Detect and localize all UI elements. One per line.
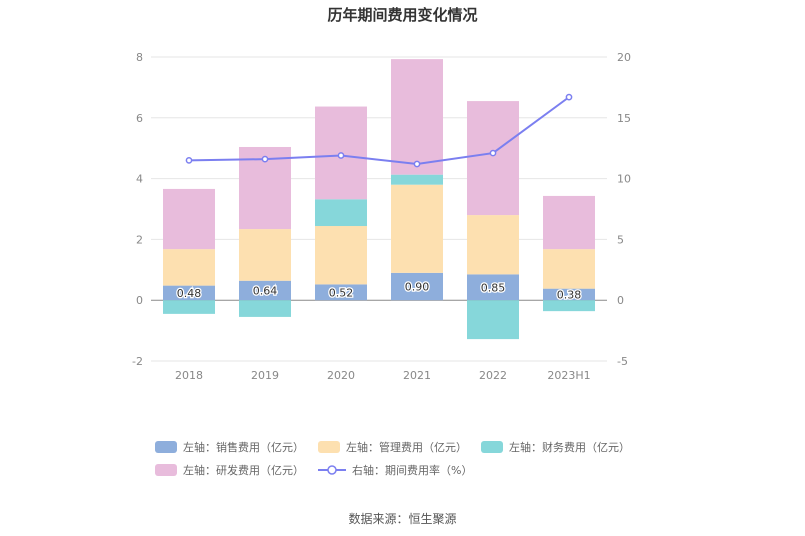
legend-swatch	[318, 441, 340, 453]
x-tick-label: 2022	[479, 369, 507, 382]
grid-lines	[151, 56, 607, 362]
left-tick-label: 4	[136, 173, 143, 186]
legend-label: 右轴：期间费用率（%）	[352, 464, 473, 477]
rate-point-2018	[185, 157, 193, 164]
bar-mgmt-2023H1	[543, 249, 595, 289]
bar-sales-2021	[391, 272, 443, 301]
x-tick-label: 2019	[251, 369, 279, 382]
bar-finance-2021	[391, 174, 443, 185]
bar-mgmt-2020	[315, 226, 367, 285]
legend-label: 左轴：财务费用（亿元）	[509, 441, 630, 454]
left-tick-label: 6	[136, 112, 143, 125]
left-tick-label: -2	[132, 355, 143, 368]
bar-mgmt-2018	[163, 249, 215, 286]
bar-sales-2023H1	[543, 288, 595, 301]
right-tick-label: 20	[617, 51, 631, 64]
bar-mgmt-2022	[467, 215, 519, 275]
source-note: 数据来源：恒生聚源	[348, 512, 457, 526]
rate-line-series	[185, 93, 573, 168]
legend-item-rate[interactable]: 右轴：期间费用率（%）	[318, 462, 472, 478]
legend-item-finance[interactable]: 左轴：财务费用（亿元）	[481, 439, 630, 455]
data-label-sales-2020: 0.52	[329, 286, 354, 299]
bar-mgmt-2019	[239, 229, 291, 281]
rate-point-2019	[261, 155, 269, 163]
x-tick-label: 2020	[327, 369, 355, 382]
left-tick-label: 0	[136, 294, 143, 307]
x-tick-label: 2023H1	[547, 369, 590, 382]
data-label-sales-2018: 0.48	[177, 287, 202, 300]
left-tick-label: 8	[136, 51, 143, 64]
right-tick-label: 15	[617, 112, 631, 125]
bar-sales-2018	[163, 285, 215, 301]
legend-item-mgmt[interactable]: 左轴：管理费用（亿元）	[318, 439, 467, 455]
legend-swatch	[155, 441, 177, 453]
bar-finance-2019	[239, 300, 291, 317]
data-labels: 0.48 0.64 0.52 0.90 0.85 0.38	[176, 279, 583, 302]
rate-line	[188, 96, 570, 166]
bar-rd-2022	[467, 101, 519, 216]
data-label-sales-2019: 0.64	[253, 284, 278, 297]
bar-finance-2022	[467, 300, 519, 340]
right-tick-label: 5	[617, 233, 624, 246]
bar-finance-2020	[315, 199, 367, 227]
rate-point-2023H1	[565, 93, 573, 101]
legend-swatch	[155, 464, 177, 476]
left-tick-label: 2	[136, 233, 143, 246]
legend-item-rd[interactable]: 左轴：研发费用（亿元）	[155, 462, 304, 478]
bar-mgmt-2021	[391, 184, 443, 273]
right-tick-label: 10	[617, 173, 631, 186]
rate-point-2020	[337, 152, 345, 159]
x-tick-label: 2018	[175, 369, 203, 382]
bar-rd-2018	[163, 188, 215, 250]
legend-label: 左轴：销售费用（亿元）	[183, 441, 304, 454]
bar-rd-2023H1	[543, 195, 595, 250]
legend-item-sales[interactable]: 左轴：销售费用（亿元）	[155, 439, 304, 455]
legend-swatch	[481, 441, 503, 453]
bar-finance-2023H1	[543, 300, 595, 312]
legend: 左轴：销售费用（亿元） 左轴：管理费用（亿元） 左轴：财务费用（亿元） 左轴：研发费用…	[155, 439, 675, 485]
legend-line-swatch	[318, 465, 346, 475]
right-axis-ticks: -5 0 5 10 15 20	[617, 51, 631, 368]
data-label-sales-2023H1: 0.38	[557, 288, 582, 301]
data-label-sales-2022: 0.85	[481, 281, 506, 294]
chart-title: 历年期间费用变化情况	[327, 6, 478, 24]
bar-finance-2018	[163, 300, 215, 314]
x-tick-label: 2021	[403, 369, 431, 382]
x-axis-labels: 2018 2019 2020 2021 2022 2023H1	[175, 369, 591, 382]
bar-sales-2020	[315, 284, 367, 301]
rate-point-2022	[489, 149, 497, 157]
legend-label: 左轴：管理费用（亿元）	[346, 441, 467, 454]
data-label-sales-2021: 0.90	[405, 281, 430, 294]
right-tick-label: 0	[617, 294, 624, 307]
bar-series	[163, 59, 595, 340]
bar-sales-2022	[467, 274, 519, 301]
left-axis-ticks: -2 0 2 4 6 8	[132, 51, 143, 368]
right-tick-label: -5	[617, 355, 628, 368]
rate-point-2021	[413, 160, 421, 168]
bar-sales-2019	[239, 280, 291, 301]
bar-rd-2021	[391, 59, 443, 175]
legend-label: 左轴：研发费用（亿元）	[183, 464, 304, 477]
